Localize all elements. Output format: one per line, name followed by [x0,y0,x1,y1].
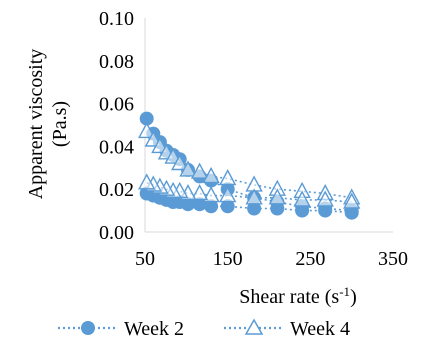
y-tick-label: 0.10 [99,8,134,30]
x-tick-label: 150 [213,248,243,270]
data-point-week-4 [293,190,311,207]
x-axis-label: Shear rate (s-1) [239,284,356,309]
data-point-week-4 [138,173,156,190]
axes: 0.00 0.02 0.04 0.06 0.08 0.10 50 150 250 350 [99,8,408,270]
legend-week2-label: Week 2 [124,318,184,340]
data-point-week-2 [139,111,154,126]
data-point-week-2 [247,201,262,216]
legend-week4-marker [244,318,264,335]
data-point-week-4 [190,162,209,179]
x-axis-label-superscript: -1 [339,284,350,299]
x-tick-label: 250 [295,248,325,270]
x-tick-label: 350 [378,248,408,270]
data-point-week-2 [270,201,285,216]
x-axis-label-close: ) [350,286,357,308]
y-tick-label: 0.08 [99,51,134,73]
data-point-week-4 [202,166,220,184]
data-point-week-4 [245,188,263,205]
series-layer [138,111,361,220]
data-point-week-4 [138,121,156,139]
x-axis-label-main: Shear rate (s [239,286,339,308]
data-point-week-4 [219,169,237,186]
data-point-week-4 [171,154,189,171]
data-point-week-2 [295,203,310,218]
data-point-week-2 [220,199,235,214]
data-point-week-4 [219,186,237,203]
legend: Week 2 Week 4 [58,318,350,340]
data-point-week-4 [190,184,209,201]
data-point-week-4 [202,186,220,203]
data-point-week-2 [318,203,333,218]
y-tick-label: 0.02 [99,179,134,201]
data-point-week-4 [268,188,286,205]
y-tick-label: 0.00 [99,222,134,244]
data-point-week-4 [316,190,334,207]
y-tick-label: 0.04 [99,136,134,158]
legend-week4-label: Week 4 [290,318,350,340]
data-point-week-2 [344,205,359,220]
y-axis-label-line2: (Pa.s) [49,101,71,147]
x-tick-label: 50 [135,248,155,270]
y-tick-label: 0.06 [99,94,134,116]
data-point-week-4 [343,192,361,209]
data-point-week-4 [179,160,197,177]
y-axis-label-line1: Apparent viscosity [25,49,47,200]
data-point-week-2 [204,199,219,214]
legend-week2-marker [81,321,95,335]
data-point-week-2 [192,197,207,212]
